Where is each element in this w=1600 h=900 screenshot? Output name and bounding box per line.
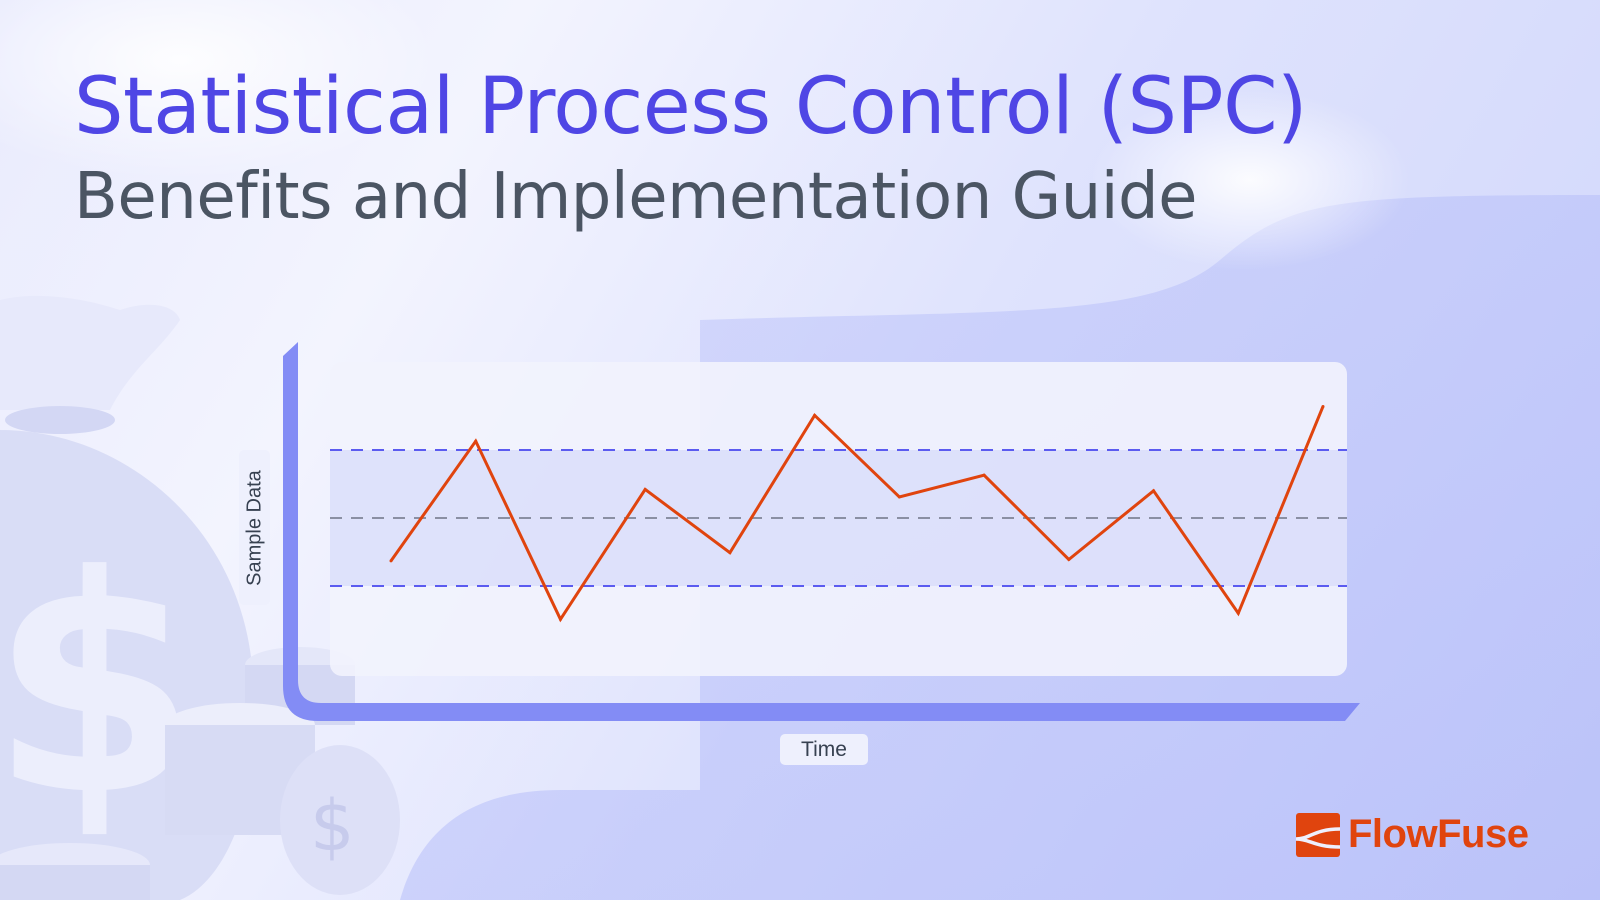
- data-point: [897, 495, 901, 499]
- flowfuse-logo: FlowFuse: [1296, 812, 1529, 857]
- data-point: [1321, 404, 1325, 408]
- page-subtitle: Benefits and Implementation Guide: [74, 160, 1198, 234]
- coin-stack-icon: $: [0, 647, 400, 900]
- data-point: [1236, 611, 1240, 615]
- svg-text:$: $: [310, 785, 355, 867]
- data-point: [728, 551, 732, 555]
- data-point: [1152, 489, 1156, 493]
- flowfuse-logo-text: FlowFuse: [1348, 812, 1529, 856]
- y-axis-label-text: Sample Data: [243, 469, 265, 586]
- data-point: [474, 439, 478, 443]
- series-line: [389, 405, 1325, 623]
- page-title: Statistical Process Control (SPC): [74, 62, 1308, 152]
- data-point: [982, 473, 986, 477]
- data-point: [1067, 557, 1071, 561]
- y-axis-label: Sample Data: [239, 450, 270, 605]
- data-point: [813, 413, 817, 417]
- data-point: [389, 559, 393, 563]
- data-point: [558, 617, 562, 621]
- data-point: [643, 487, 647, 491]
- x-axis-label: Time: [780, 734, 868, 765]
- flowfuse-logo-icon: [1296, 812, 1340, 857]
